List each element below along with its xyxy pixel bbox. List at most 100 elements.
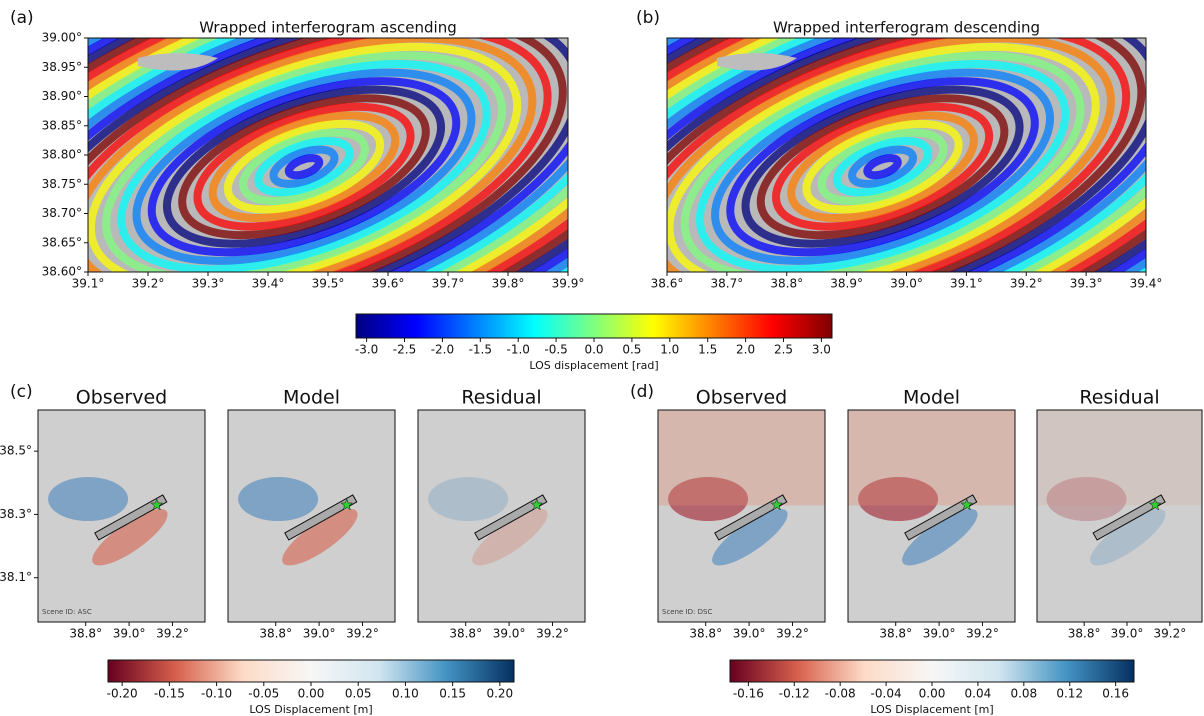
scene-id: Scene ID: ASC — [42, 608, 92, 616]
x-tick-label: 38.7° — [711, 277, 744, 291]
y-tick-label: 38.90° — [42, 89, 82, 103]
x-tick-label: 39.1° — [72, 277, 105, 291]
displacement-map — [1037, 410, 1202, 622]
y-tick-label: 38.70° — [42, 206, 82, 220]
x-tick-label: -1.0 — [506, 343, 529, 357]
x-tick-label: 0.15 — [439, 687, 466, 701]
x-tick-label: 39.1° — [950, 277, 983, 291]
x-tick-label: 1.0 — [660, 343, 679, 357]
y-tick-label: 38.95° — [42, 60, 82, 74]
y-tick-label: 38.60° — [42, 265, 82, 279]
x-tick-label: 0.08 — [1010, 687, 1037, 701]
x-tick-label: 1.5 — [698, 343, 717, 357]
x-tick-label: 38.9° — [830, 277, 863, 291]
x-tick-label: 0.16 — [1102, 687, 1129, 701]
panel-title: Model — [903, 387, 960, 409]
x-tick-label: 39.0° — [1111, 627, 1144, 641]
x-tick-label: -3.0 — [355, 343, 378, 357]
x-tick-label: -0.16 — [733, 687, 764, 701]
panel-title: Observed — [696, 387, 787, 409]
lobe — [238, 477, 318, 521]
x-tick-label: -2.0 — [431, 343, 454, 357]
panel-letter: (a) — [10, 8, 34, 28]
x-tick-label: 0.10 — [392, 687, 419, 701]
panel-title: Model — [283, 387, 340, 409]
x-tick-label: 39.0° — [923, 627, 956, 641]
scene-id: Scene ID: DSC — [662, 608, 712, 616]
tint — [1037, 410, 1202, 505]
panel-title: Observed — [76, 387, 167, 409]
colorbar — [730, 660, 1134, 682]
x-tick-label: 39.2° — [1153, 627, 1186, 641]
x-tick-label: -0.10 — [201, 687, 232, 701]
x-tick-label: -0.20 — [107, 687, 138, 701]
x-tick-label: 0.05 — [345, 687, 372, 701]
x-tick-label: 39.2° — [1010, 277, 1043, 291]
x-tick-label: 39.9° — [552, 277, 585, 291]
y-tick-label: 38.1° — [0, 570, 32, 584]
x-tick-label: 3.0 — [812, 343, 831, 357]
x-tick-label: 39.2° — [346, 627, 379, 641]
lobe — [428, 477, 508, 521]
y-tick-label: 38.3° — [0, 507, 32, 521]
displacement-map — [418, 410, 585, 622]
x-tick-label: 38.6° — [651, 277, 684, 291]
panel-title: Wrapped interferogram descending — [773, 19, 1040, 37]
x-tick-label: 38.8° — [689, 627, 722, 641]
displacement-map — [658, 410, 825, 622]
x-tick-label: -1.5 — [469, 343, 492, 357]
x-tick-label: 39.7° — [432, 277, 465, 291]
x-tick-label: 0.00 — [298, 687, 325, 701]
x-tick-label: 39.0° — [890, 277, 923, 291]
y-tick-label: 38.80° — [42, 148, 82, 162]
x-tick-label: 39.3° — [192, 277, 225, 291]
x-tick-label: 0.5 — [622, 343, 641, 357]
colorbar-label: LOS Displacement [m] — [249, 703, 372, 716]
x-tick-label: 39.0° — [303, 627, 336, 641]
x-tick-label: -0.12 — [779, 687, 810, 701]
colorbar — [108, 660, 514, 682]
x-tick-label: -0.08 — [825, 687, 856, 701]
x-tick-label: 38.8° — [69, 627, 102, 641]
x-tick-label: 39.6° — [372, 277, 405, 291]
panel-letter: (d) — [630, 382, 654, 402]
x-tick-label: -2.5 — [393, 343, 416, 357]
x-tick-label: 0.00 — [919, 687, 946, 701]
x-tick-label: 38.8° — [770, 277, 803, 291]
x-tick-label: -0.15 — [154, 687, 185, 701]
panel-title: Residual — [461, 387, 541, 409]
y-tick-label: 38.5° — [0, 444, 32, 458]
panel-title: Wrapped interferogram ascending — [199, 19, 457, 37]
x-tick-label: 38.8° — [449, 627, 482, 641]
tint — [658, 410, 825, 505]
displacement-map — [38, 410, 205, 622]
x-tick-label: 39.4° — [252, 277, 285, 291]
x-tick-label: -0.5 — [544, 343, 567, 357]
x-tick-label: 0.12 — [1056, 687, 1083, 701]
x-tick-label: 38.8° — [259, 627, 292, 641]
x-tick-label: 39.3° — [1070, 277, 1103, 291]
displacement-map — [228, 410, 395, 622]
x-tick-label: 2.5 — [774, 343, 793, 357]
x-tick-label: 0.20 — [486, 687, 513, 701]
x-tick-label: -0.04 — [871, 687, 902, 701]
x-tick-label: 39.2° — [156, 627, 189, 641]
x-tick-label: 39.2° — [966, 627, 999, 641]
x-tick-label: 38.8° — [1068, 627, 1101, 641]
panel-title: Residual — [1079, 387, 1159, 409]
x-tick-label: 0.04 — [965, 687, 992, 701]
x-tick-label: 2.0 — [736, 343, 755, 357]
x-tick-label: -0.05 — [248, 687, 279, 701]
panel-letter: (b) — [636, 8, 660, 28]
colorbar — [356, 314, 832, 338]
x-tick-label: 38.8° — [879, 627, 912, 641]
x-tick-label: 39.8° — [492, 277, 525, 291]
x-tick-label: 39.0° — [493, 627, 526, 641]
lobe — [48, 477, 128, 521]
y-tick-label: 38.65° — [42, 235, 82, 249]
y-tick-label: 38.85° — [42, 118, 82, 132]
y-tick-label: 38.75° — [42, 177, 82, 191]
x-tick-label: 39.0° — [113, 627, 146, 641]
tint — [848, 410, 1015, 505]
colorbar-label: LOS Displacement [m] — [870, 703, 993, 716]
